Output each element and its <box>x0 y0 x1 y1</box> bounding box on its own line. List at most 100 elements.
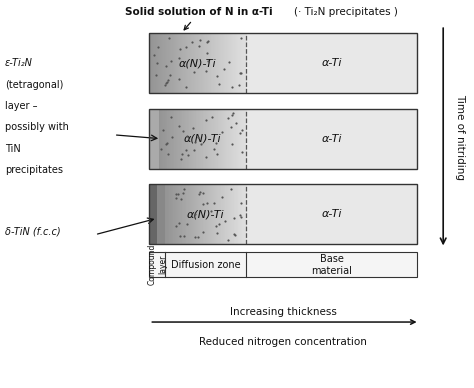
Bar <box>236 184 237 244</box>
Point <box>172 195 180 201</box>
Bar <box>178 184 179 244</box>
Bar <box>205 33 206 93</box>
Text: α(N)-Ti: α(N)-Ti <box>179 58 217 68</box>
Point <box>197 140 204 147</box>
Point <box>173 191 180 197</box>
Bar <box>194 109 195 169</box>
Bar <box>215 184 216 244</box>
Bar <box>200 33 201 93</box>
Bar <box>214 184 215 244</box>
Point <box>231 232 239 238</box>
Bar <box>217 184 218 244</box>
Bar <box>190 33 191 93</box>
Bar <box>200 109 201 169</box>
Point <box>197 189 204 195</box>
Bar <box>245 33 246 93</box>
Bar <box>184 184 185 244</box>
Bar <box>203 109 205 169</box>
Bar <box>210 184 211 244</box>
Bar <box>207 33 208 93</box>
Bar <box>217 33 219 93</box>
Point <box>167 57 175 64</box>
Point <box>175 55 182 61</box>
Bar <box>235 109 236 169</box>
Bar <box>203 184 205 244</box>
Bar <box>224 184 225 244</box>
Bar <box>165 184 166 244</box>
Bar <box>208 33 209 93</box>
Bar <box>190 109 191 169</box>
Bar <box>210 109 211 169</box>
Bar <box>192 109 193 169</box>
Bar <box>196 109 198 169</box>
Bar <box>246 109 417 169</box>
Bar <box>176 184 177 244</box>
Bar <box>238 184 239 244</box>
Point <box>158 146 165 152</box>
Point <box>202 116 210 123</box>
Bar <box>216 33 218 93</box>
Point <box>195 43 203 49</box>
Bar <box>216 184 217 244</box>
Bar <box>226 184 227 244</box>
Point <box>237 70 245 76</box>
Bar <box>176 33 178 93</box>
Point <box>194 234 201 240</box>
Bar <box>225 33 226 93</box>
Point <box>237 213 245 220</box>
Bar <box>234 184 236 244</box>
Point <box>167 114 174 120</box>
Point <box>176 45 183 52</box>
Text: α-Ti: α-Ti <box>321 210 342 219</box>
Bar <box>167 109 169 169</box>
Bar <box>223 109 224 169</box>
Bar <box>226 33 227 93</box>
Point <box>199 229 207 235</box>
Bar <box>216 109 217 169</box>
Bar <box>237 109 239 169</box>
Bar <box>236 33 237 93</box>
Bar <box>168 33 169 93</box>
Bar <box>221 109 222 169</box>
Point <box>190 147 198 154</box>
Point <box>213 151 220 157</box>
Text: TiN: TiN <box>5 144 20 154</box>
Bar <box>219 33 220 93</box>
Bar <box>229 184 230 244</box>
Bar <box>225 109 226 169</box>
Bar <box>172 184 173 244</box>
Text: α-Ti: α-Ti <box>321 134 342 144</box>
Bar <box>195 33 196 93</box>
Bar <box>169 33 170 93</box>
Bar <box>220 184 221 244</box>
Bar <box>226 109 228 169</box>
Bar <box>170 184 171 244</box>
Bar <box>238 109 240 169</box>
Bar <box>227 33 228 93</box>
Bar <box>223 184 224 244</box>
Bar <box>220 33 221 93</box>
Bar <box>226 109 227 169</box>
Point <box>150 52 157 58</box>
Point <box>221 218 228 224</box>
Bar <box>185 184 186 244</box>
Bar <box>187 109 188 169</box>
Point <box>161 81 168 88</box>
Bar <box>149 184 417 244</box>
Bar <box>217 184 219 244</box>
Bar <box>202 109 204 169</box>
Bar <box>237 184 238 244</box>
Bar <box>155 33 156 93</box>
Bar <box>233 109 235 169</box>
Bar <box>222 109 223 169</box>
Bar <box>240 184 241 244</box>
Bar <box>149 109 159 169</box>
Text: ε-Ti₂N: ε-Ti₂N <box>5 58 33 68</box>
Point <box>228 141 236 147</box>
Text: α(N)-Ti: α(N)-Ti <box>184 134 221 144</box>
Text: δ-TiN (f.c.c): δ-TiN (f.c.c) <box>5 227 60 237</box>
Bar <box>226 184 227 244</box>
Bar <box>173 109 175 169</box>
Bar <box>221 184 222 244</box>
Bar <box>173 184 174 244</box>
